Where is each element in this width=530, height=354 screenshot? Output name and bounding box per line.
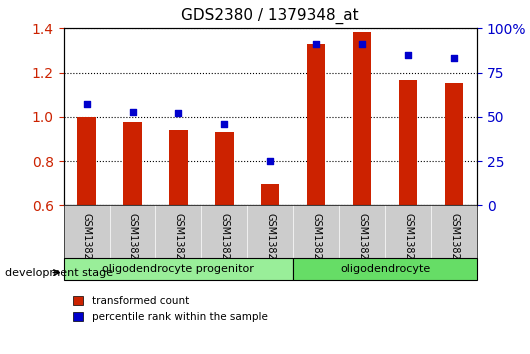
Text: GSM138281: GSM138281 [128, 213, 137, 272]
Bar [215, 132, 234, 205]
Point [266, 158, 275, 164]
Text: GSM138284: GSM138284 [266, 213, 275, 272]
Point [404, 52, 412, 58]
Point [312, 41, 321, 47]
Bar [169, 130, 188, 205]
Text: oligodendrocyte progenitor: oligodendrocyte progenitor [102, 264, 254, 274]
Bar [445, 82, 463, 205]
Bar [353, 32, 372, 205]
FancyBboxPatch shape [64, 258, 293, 280]
Point [82, 102, 91, 107]
Point [358, 41, 366, 47]
Title: GDS2380 / 1379348_at: GDS2380 / 1379348_at [181, 8, 359, 24]
Text: GSM138285: GSM138285 [311, 213, 321, 273]
Text: oligodendrocyte: oligodendrocyte [340, 264, 430, 274]
Text: development stage: development stage [5, 268, 113, 278]
Point [450, 56, 458, 61]
Text: GSM138283: GSM138283 [219, 213, 229, 272]
Text: GSM138280: GSM138280 [82, 213, 92, 272]
FancyBboxPatch shape [293, 258, 477, 280]
Bar [123, 122, 142, 205]
Text: GSM138286: GSM138286 [357, 213, 367, 272]
Point [128, 109, 137, 114]
Bar [77, 117, 96, 205]
Legend: transformed count, percentile rank within the sample: transformed count, percentile rank withi… [69, 292, 272, 326]
Text: GSM138288: GSM138288 [449, 213, 459, 272]
Bar [399, 80, 417, 205]
Text: GSM138282: GSM138282 [173, 213, 183, 273]
Point [174, 110, 183, 116]
Bar [307, 44, 325, 205]
Bar [261, 184, 279, 205]
Text: GSM138287: GSM138287 [403, 213, 413, 273]
Point [220, 121, 228, 127]
